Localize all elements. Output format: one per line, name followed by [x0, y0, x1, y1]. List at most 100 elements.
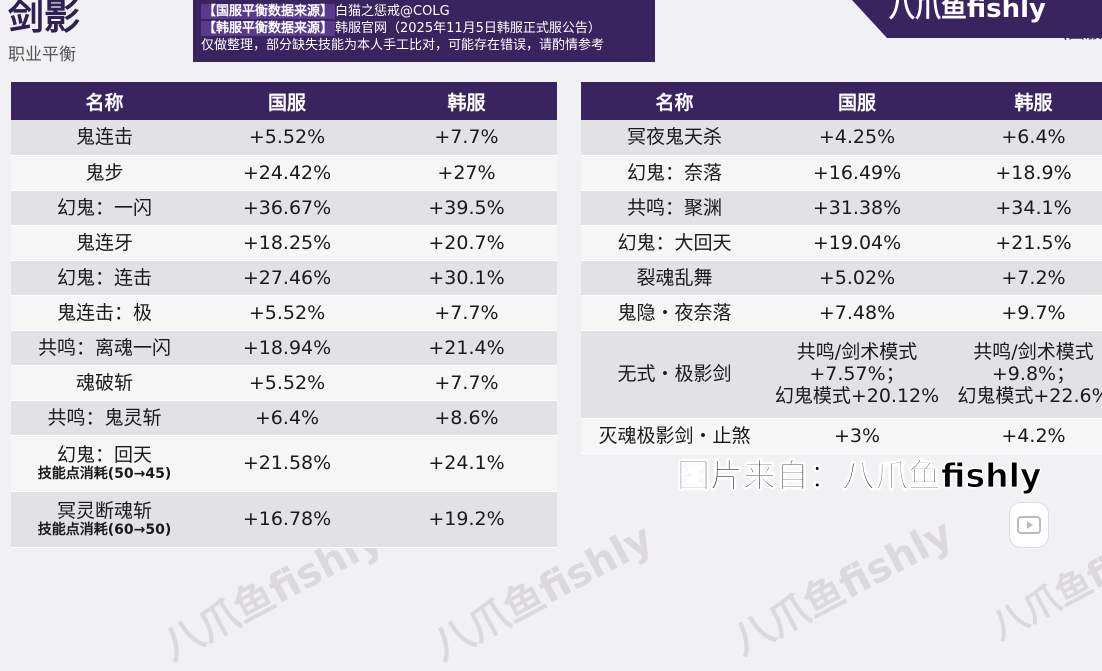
cn-value: 共鸣/剑术模式 +7.57%； 幻鬼模式+20.12%	[768, 330, 946, 419]
source-info-box: 【国服平衡数据来源】 白猫之惩戒@COLG 【韩服平衡数据来源】 韩服官网（2025…	[193, 0, 655, 62]
column-header-kr: 韩服	[376, 82, 557, 120]
kr-value: +7.2%	[946, 260, 1102, 296]
kr-value: +39.5%	[376, 190, 557, 226]
table-row: 共鸣：离魂一闪 +18.94% +21.4%	[11, 330, 557, 366]
table-row: 魂破斩 +5.52% +7.7%	[11, 365, 557, 401]
source-disclaimer: 仅做整理，部分缺失技能为本人手工比对，可能存在错误，请酌情参考	[201, 38, 605, 53]
cn-value: +21.58%	[198, 435, 376, 492]
balance-table-right: 名称 国服 韩服 冥夜鬼天杀 +4.25% +6.4% 幻鬼：奈落 +16.49% +1…	[581, 82, 1102, 454]
kr-value: +20.7%	[376, 225, 557, 261]
kr-value: +9.7%	[946, 295, 1102, 331]
table-row: 冥夜鬼天杀 +4.25% +6.4%	[581, 120, 1102, 156]
skill-name: 无式・极影剑	[581, 330, 768, 419]
skill-name: 鬼连击	[11, 120, 198, 156]
table-row: 鬼步 +24.42% +27%	[11, 155, 557, 191]
column-header-cn: 国服	[768, 82, 946, 120]
kr-value: +21.5%	[946, 225, 1102, 261]
image-credit-caption: 图片来自：八爪鱼fishly	[676, 456, 1042, 496]
kr-value: +8.6%	[376, 400, 557, 436]
kr-value: +19.2%	[376, 491, 557, 548]
kr-value: +7.7%	[376, 295, 557, 331]
cn-value: +18.25%	[198, 225, 376, 261]
skill-name: 冥灵断魂斩 技能点消耗(60→50)	[11, 491, 198, 548]
skill-name: 鬼步	[11, 155, 198, 191]
cn-value: +16.78%	[198, 491, 376, 548]
play-icon	[1017, 516, 1041, 534]
skill-name: 共鸣：鬼灵斩	[11, 400, 198, 436]
cn-value: +5.52%	[198, 295, 376, 331]
page-subtitle: 职业平衡	[8, 45, 76, 65]
table-row: 幻鬼：一闪 +36.67% +39.5%	[11, 190, 557, 226]
brand-banner: 八爪鱼fishly (国服	[852, 0, 1102, 62]
cn-value: +5.02%	[768, 260, 946, 296]
table-row: 裂魂乱舞 +5.02% +7.2%	[581, 260, 1102, 296]
cn-value: +27.46%	[198, 260, 376, 296]
page-title: 剑影	[8, 0, 81, 38]
kr-value: +24.1%	[376, 435, 557, 492]
skill-name: 冥夜鬼天杀	[581, 120, 768, 156]
table-row: 共鸣：聚渊 +31.38% +34.1%	[581, 190, 1102, 226]
cn-value: +19.04%	[768, 225, 946, 261]
table-row: 幻鬼：奈落 +16.49% +18.9%	[581, 155, 1102, 191]
brand-name: 八爪鱼fishly	[888, 0, 1046, 24]
column-header-kr: 韩服	[946, 82, 1102, 120]
source-line-cn: 【国服平衡数据来源】 白猫之惩戒@COLG	[201, 4, 450, 19]
cn-value: +36.67%	[198, 190, 376, 226]
cn-value: +5.52%	[198, 120, 376, 156]
skill-name: 裂魂乱舞	[581, 260, 768, 296]
kr-value: 共鸣/剑术模式 +9.8%； 幻鬼模式+22.6%	[946, 330, 1102, 419]
skill-point-cost-note: 技能点消耗(50→45)	[37, 466, 172, 482]
cn-value: +18.94%	[198, 330, 376, 366]
column-header-cn: 国服	[198, 82, 376, 120]
kr-value: +7.7%	[376, 120, 557, 156]
kr-value: +34.1%	[946, 190, 1102, 226]
skill-name: 幻鬼：奈落	[581, 155, 768, 191]
column-header-name: 名称	[581, 82, 768, 120]
balance-table-left: 名称 国服 韩服 鬼连击 +5.52% +7.7% 鬼步 +24.42% +27% 幻鬼…	[11, 82, 557, 548]
cn-value: +24.42%	[198, 155, 376, 191]
table-row: 鬼连牙 +18.25% +20.7%	[11, 225, 557, 261]
kr-value: +30.1%	[376, 260, 557, 296]
skill-name: 鬼隐・夜奈落	[581, 295, 768, 331]
cn-value: +16.49%	[768, 155, 946, 191]
video-player-button[interactable]	[1009, 502, 1049, 548]
table-row: 鬼连击 +5.52% +7.7%	[11, 120, 557, 156]
kr-value: +18.9%	[946, 155, 1102, 191]
cn-value: +31.38%	[768, 190, 946, 226]
skill-name: 幻鬼：大回天	[581, 225, 768, 261]
cn-value: +7.48%	[768, 295, 946, 331]
cn-value: +6.4%	[198, 400, 376, 436]
table-row: 幻鬼：回天 技能点消耗(50→45) +21.58% +24.1%	[11, 435, 557, 492]
kr-value: +27%	[376, 155, 557, 191]
cn-value: +3%	[768, 418, 946, 454]
kr-value: +4.2%	[946, 418, 1102, 454]
cn-value: +4.25%	[768, 120, 946, 156]
skill-name: 幻鬼：连击	[11, 260, 198, 296]
table-row: 幻鬼：连击 +27.46% +30.1%	[11, 260, 557, 296]
skill-name: 鬼连牙	[11, 225, 198, 261]
kr-value: +6.4%	[946, 120, 1102, 156]
skill-point-cost-note: 技能点消耗(60→50)	[37, 522, 172, 538]
skill-name: 鬼连击：极	[11, 295, 198, 331]
table-row: 幻鬼：大回天 +19.04% +21.5%	[581, 225, 1102, 261]
table-row: 共鸣：鬼灵斩 +6.4% +8.6%	[11, 400, 557, 436]
table-row: 无式・极影剑 共鸣/剑术模式 +7.57%； 幻鬼模式+20.12% 共鸣/剑术模式…	[581, 330, 1102, 419]
table-row: 鬼隐・夜奈落 +7.48% +9.7%	[581, 295, 1102, 331]
table-row: 鬼连击：极 +5.52% +7.7%	[11, 295, 557, 331]
cn-value: +5.52%	[198, 365, 376, 401]
skill-name: 共鸣：离魂一闪	[11, 330, 198, 366]
kr-value: +7.7%	[376, 365, 557, 401]
watermark: 八爪鱼fishly	[725, 510, 961, 665]
region-label: (国服	[1061, 23, 1102, 43]
skill-name: 魂破斩	[11, 365, 198, 401]
skill-name: 灭魂极影剑・止煞	[581, 418, 768, 454]
skill-name: 幻鬼：一闪	[11, 190, 198, 226]
kr-value: +21.4%	[376, 330, 557, 366]
column-header-name: 名称	[11, 82, 198, 120]
source-line-kr: 【韩服平衡数据来源】 韩服官网（2025年11月5日韩服正式服公告）	[201, 21, 601, 36]
table-row: 灭魂极影剑・止煞 +3% +4.2%	[581, 418, 1102, 454]
skill-name: 共鸣：聚渊	[581, 190, 768, 226]
table-row: 冥灵断魂斩 技能点消耗(60→50) +16.78% +19.2%	[11, 491, 557, 548]
skill-name: 幻鬼：回天 技能点消耗(50→45)	[11, 435, 198, 492]
page-title-block: 剑影 职业平衡	[8, 0, 80, 65]
